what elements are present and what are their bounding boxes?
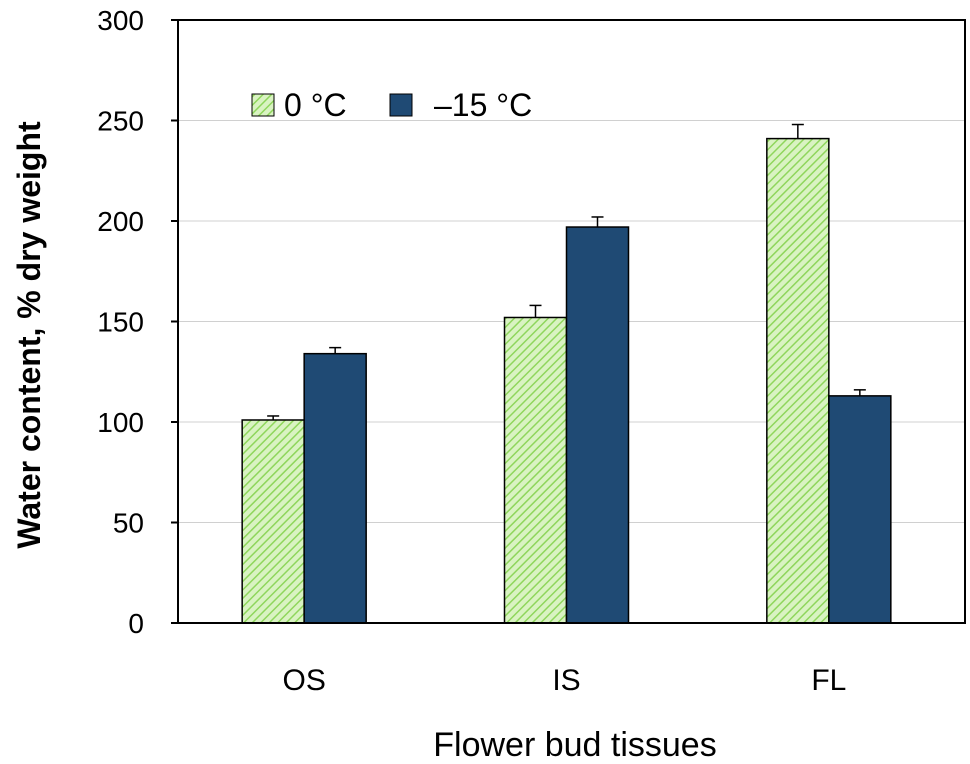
legend-label-neg15c: –15 °C bbox=[434, 87, 532, 123]
y-tick-label-150: 150 bbox=[97, 307, 144, 338]
y-tick-label-250: 250 bbox=[97, 106, 144, 137]
x-category-fl: FL bbox=[811, 664, 846, 697]
y-tick-label-100: 100 bbox=[97, 407, 144, 438]
x-axis-categories: OS IS FL bbox=[282, 664, 846, 697]
x-category-is: IS bbox=[552, 664, 580, 697]
y-tick-label-300: 300 bbox=[97, 5, 144, 36]
error-bars bbox=[267, 123, 866, 420]
bar-os-0c bbox=[241, 419, 305, 624]
x-axis-title: Flower bud tissues bbox=[433, 726, 716, 764]
legend: 0 °C –15 °C bbox=[251, 87, 532, 123]
legend-swatch-0c bbox=[251, 93, 275, 117]
x-category-os: OS bbox=[282, 664, 325, 697]
bars bbox=[241, 137, 892, 624]
bar-os-neg15c bbox=[303, 352, 367, 624]
legend-swatch-neg15c bbox=[389, 93, 413, 117]
bar-fl-neg15c bbox=[828, 395, 892, 624]
bar-is-neg15c bbox=[565, 226, 630, 624]
y-axis-title: Water content, % dry weight bbox=[11, 121, 47, 549]
y-tick-label-50: 50 bbox=[113, 508, 144, 539]
legend-label-0c: 0 °C bbox=[284, 87, 347, 123]
y-axis-ticks: 0 50 100 150 200 250 300 bbox=[97, 5, 178, 639]
y-tick-label-0: 0 bbox=[128, 608, 144, 639]
bar-is-0c bbox=[503, 316, 568, 624]
y-tick-label-200: 200 bbox=[97, 206, 144, 237]
bar-fl-0c bbox=[766, 137, 830, 624]
